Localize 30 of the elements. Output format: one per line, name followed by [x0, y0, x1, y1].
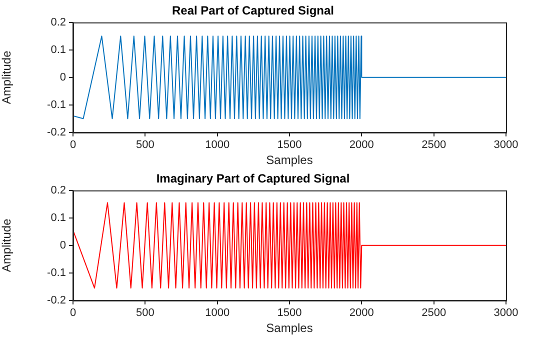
x-tick-label: 3000 [494, 307, 518, 320]
y-tick-label: -0.1 [47, 266, 66, 279]
y-tick-label: 0 [60, 71, 66, 84]
x-tick-label: 1500 [277, 139, 302, 152]
x-tick-label: 1000 [205, 139, 230, 152]
x-tick-label: 1500 [277, 307, 302, 320]
x-tick-label: 2000 [349, 307, 374, 320]
chart-title: Real Part of Captured Signal [172, 4, 334, 18]
x-tick-label: 3000 [494, 139, 518, 152]
chart-title: Imaginary Part of Captured Signal [156, 172, 350, 186]
x-tick-label: 500 [136, 139, 154, 152]
x-tick-label: 1000 [205, 307, 230, 320]
y-tick-label: 0.1 [50, 212, 66, 224]
y-axis-title: Amplitude [0, 218, 14, 272]
y-tick-label: 0.2 [50, 16, 66, 28]
x-tick-label: 500 [136, 307, 154, 320]
x-tick-label: 0 [70, 307, 76, 320]
y-tick-label: 0 [60, 239, 66, 252]
x-tick-label: 2000 [349, 139, 374, 152]
y-tick-label: 0.2 [50, 184, 66, 196]
y-tick-label: -0.1 [47, 98, 66, 111]
x-axis-title: Samples [266, 153, 313, 168]
x-tick-label: 2500 [422, 139, 446, 152]
x-tick-label: 2500 [422, 307, 446, 320]
y-tick-label: -0.2 [47, 294, 66, 306]
y-tick-label: 0.1 [50, 44, 66, 56]
x-tick-label: 0 [70, 139, 76, 152]
y-tick-label: -0.2 [47, 126, 66, 138]
x-axis-title: Samples [266, 321, 313, 336]
y-axis-title: Amplitude [0, 50, 14, 104]
